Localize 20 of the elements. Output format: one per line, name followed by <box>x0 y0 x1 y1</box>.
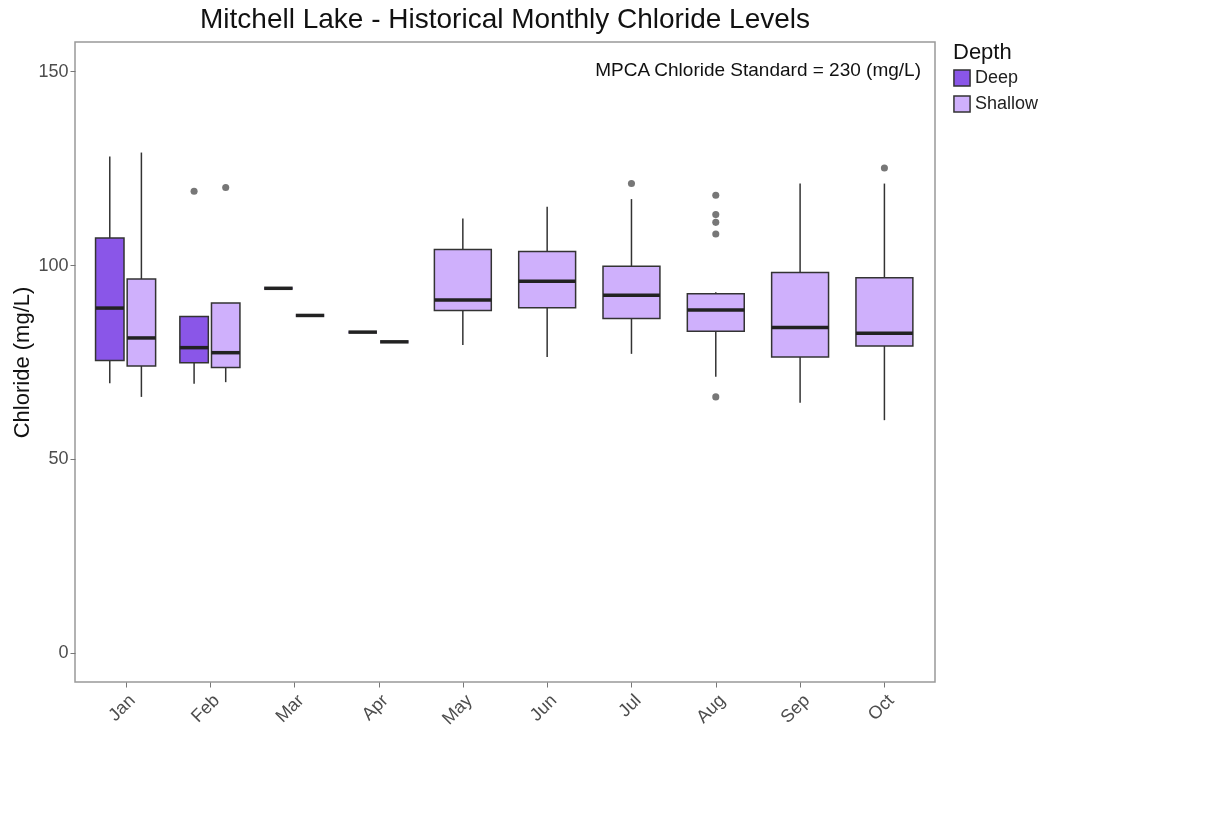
x-tick-label: Aug <box>692 690 730 727</box>
legend-label: Deep <box>975 67 1019 87</box>
legend-label: Shallow <box>975 93 1040 113</box>
x-tick-label: Jul <box>614 690 645 721</box>
x-tick-label: Jan <box>104 690 139 725</box>
y-tick-label: 100 <box>38 254 69 275</box>
x-tick-label: May <box>437 690 477 729</box>
annotation: MPCA Chloride Standard = 230 (mg/L) <box>595 59 921 80</box>
chart-title: Mitchell Lake - Historical Monthly Chloride Levels <box>199 3 811 34</box>
y-axis-title: Chloride (mg/L) <box>9 286 35 439</box>
x-tick-label: Sep <box>776 690 814 727</box>
y-tick-label: 50 <box>48 448 69 469</box>
y-tick-label: 0 <box>58 642 69 663</box>
x-tick-label: Oct <box>863 690 898 725</box>
legend-title: Depth <box>953 39 1012 64</box>
x-tick-label: Apr <box>357 690 392 725</box>
x-tick-label: Mar <box>271 690 308 727</box>
x-tick-label: Feb <box>187 690 224 727</box>
x-tick-label: Jun <box>525 690 561 725</box>
y-tick-label: 150 <box>38 60 69 81</box>
